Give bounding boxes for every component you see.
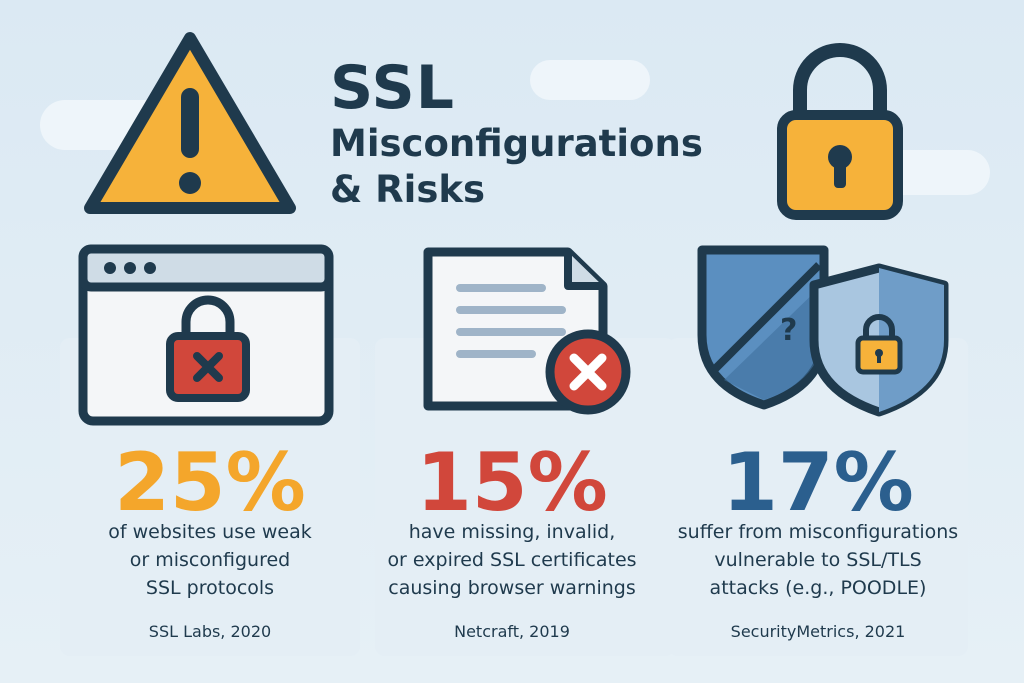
stat-description-line: or expired SSL certificates <box>387 549 637 571</box>
stat-description-line: or misconfigured <box>129 549 291 571</box>
stat-description-line: attacks (e.g., POODLE) <box>709 577 927 599</box>
title-line-3: & Risks <box>330 168 485 211</box>
stat-value-3: 17% <box>722 436 914 529</box>
stat-source-3: SecurityMetrics, 2021 <box>730 622 906 641</box>
stat-description-1: of websites use weak or misconfigured SS… <box>50 518 370 602</box>
cloud-decoration <box>530 60 650 100</box>
error-x-icon <box>545 329 631 415</box>
question-icon: ? <box>780 313 797 348</box>
stat-source-2: Netcraft, 2019 <box>454 622 570 641</box>
shield-icon: ? <box>697 245 949 417</box>
stat-description-line: suffer from misconfigurations <box>677 521 959 543</box>
warning-icon <box>84 32 296 214</box>
browser-window-icon <box>78 244 334 426</box>
page-title: SSL Misconfigurations & Risks <box>330 55 760 213</box>
stat-value-1: 25% <box>114 436 306 529</box>
padlock-icon <box>777 43 903 220</box>
stat-description-line: SSL protocols <box>145 577 275 599</box>
title-main: SSL <box>330 53 455 123</box>
stat-source-1: SSL Labs, 2020 <box>148 622 272 641</box>
padlock-shield-icon <box>809 263 949 417</box>
stat-value-2: 15% <box>416 436 608 529</box>
broken-lock-icon <box>166 295 250 402</box>
document-icon <box>423 247 631 415</box>
stat-description-line: of websites use weak <box>108 521 312 543</box>
stat-description-3: suffer from misconfigurations vulnerable… <box>658 518 978 602</box>
stat-description-2: have missing, invalid, or expired SSL ce… <box>352 518 672 602</box>
title-line-2: Misconfigurations <box>330 122 703 165</box>
stat-description-line: have missing, invalid, <box>408 521 616 543</box>
stat-description-line: causing browser warnings <box>388 577 636 599</box>
stat-description-line: vulnerable to SSL/TLS <box>714 549 922 571</box>
